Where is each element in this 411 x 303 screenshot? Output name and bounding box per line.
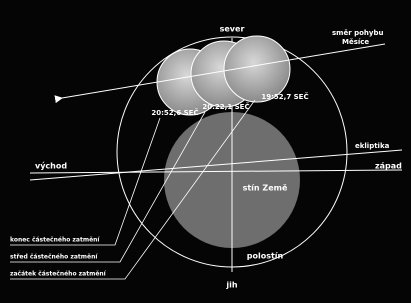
eclipse-diagram: sever jih východ západ ekliptika směr po… (0, 0, 411, 303)
ecliptic-label: ekliptika (355, 142, 390, 150)
east-label: východ (35, 162, 67, 171)
legend-label: střed částečného zatmění (10, 254, 98, 261)
time-label: 20:22,1 SEČ (202, 102, 249, 111)
time-label: 20:52,6 SEČ (151, 108, 198, 117)
penumbra-label: polostín (247, 252, 284, 261)
time-label: 19:52,7 SEČ (261, 92, 308, 101)
north-label: sever (220, 25, 245, 34)
west-label: západ (375, 162, 402, 171)
direction-label: Měsíce (342, 38, 369, 46)
legend-label: konec částečného zatmění (10, 237, 100, 244)
south-label: jih (225, 281, 237, 290)
direction-label: směr pohybu (332, 29, 383, 37)
umbra-label: stín Země (243, 183, 288, 193)
legend-label: začátek částečného zatmění (10, 271, 107, 278)
